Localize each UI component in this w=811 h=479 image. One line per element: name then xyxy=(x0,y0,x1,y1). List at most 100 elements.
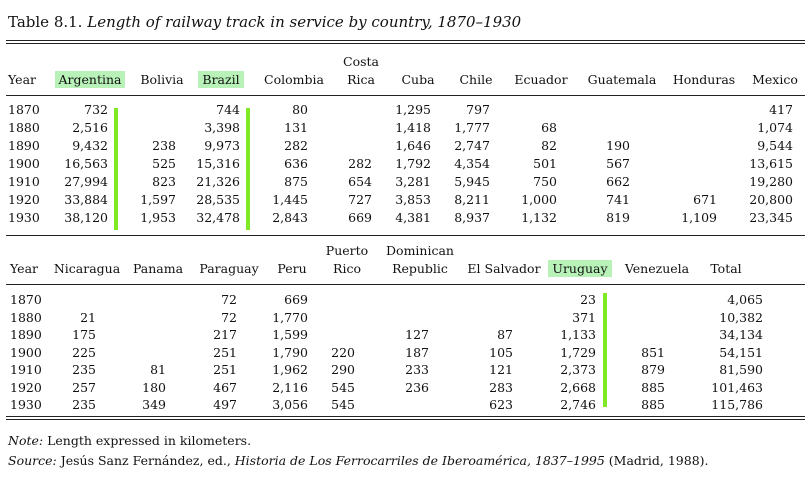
table-cell: 671 xyxy=(693,192,717,207)
column-header: Mexico xyxy=(715,73,811,87)
table2-header-rule xyxy=(6,284,805,285)
row-year: 1930 xyxy=(10,397,42,412)
table-cell: 235 xyxy=(72,362,96,377)
column-header: Puerto xyxy=(287,244,407,258)
table-cell: 217 xyxy=(213,327,237,342)
table-cell: 2,746 xyxy=(560,397,596,412)
table-cell: 236 xyxy=(405,379,429,395)
table-cell: 654 xyxy=(348,174,372,189)
top-rule-double xyxy=(6,43,805,44)
table-cell: 669 xyxy=(284,292,308,307)
column-header: Bolivia xyxy=(102,73,222,87)
column-header-label: Puerto xyxy=(325,243,369,258)
table-cell: 1,953 xyxy=(140,210,176,225)
table-cell: 220 xyxy=(331,344,355,360)
top-rule xyxy=(6,40,805,41)
column-header-label: Republic xyxy=(392,261,448,276)
table-cell: 34,134 xyxy=(719,327,763,342)
table-cell: 180 xyxy=(142,379,166,395)
table-cell: 38,120 xyxy=(64,210,108,225)
table-cell: 23,345 xyxy=(749,210,793,225)
table-cell: 27,994 xyxy=(64,174,108,189)
row-year: 1880 xyxy=(10,309,42,325)
table-cell: 3,281 xyxy=(395,174,431,189)
table-cell: 2,516 xyxy=(72,120,108,135)
table-cell: 72 xyxy=(221,309,237,325)
table-cell: 545 xyxy=(331,397,355,412)
column-header: Nicaragua xyxy=(27,262,147,276)
table-cell: 467 xyxy=(213,379,237,395)
column-header-label: Bolivia xyxy=(140,72,184,87)
table-cell: 282 xyxy=(348,156,372,171)
table-cell: 251 xyxy=(213,362,237,377)
table-cell: 1,729 xyxy=(560,344,596,360)
table-cell: 121 xyxy=(489,362,513,377)
column-header-label: Paraguay xyxy=(199,261,259,276)
table-cell: 1,132 xyxy=(521,210,557,225)
table-cell: 662 xyxy=(606,174,630,189)
table-cell: 819 xyxy=(606,210,630,225)
column-header: Venezuela xyxy=(597,262,717,276)
column-header-label: Honduras xyxy=(672,72,736,87)
table-cell: 32,478 xyxy=(196,210,240,225)
column-header-label: Venezuela xyxy=(624,261,690,276)
table-cell: 72 xyxy=(221,292,237,307)
column-header-label: Rica xyxy=(347,72,375,87)
table-cell: 8,211 xyxy=(454,192,490,207)
table-cell: 1,777 xyxy=(454,120,490,135)
table-cell: 175 xyxy=(72,327,96,342)
table-cell: 1,445 xyxy=(272,192,308,207)
column-header-label: Argentina xyxy=(54,71,126,88)
table-cell: 101,463 xyxy=(711,379,763,395)
table-cell: 54,151 xyxy=(719,344,763,360)
table-cell: 1,074 xyxy=(757,120,793,135)
table-cell: 105 xyxy=(489,344,513,360)
table-cell: 4,065 xyxy=(727,292,763,307)
column-header: Guatemala xyxy=(562,73,682,87)
table-cell: 3,398 xyxy=(204,120,240,135)
column-header-label: Dominican xyxy=(386,243,454,258)
column-header-label: Guatemala xyxy=(587,72,657,87)
table-cell: 233 xyxy=(405,362,429,377)
table-cell: 283 xyxy=(489,379,513,395)
table-cell: 82 xyxy=(541,138,557,153)
table-cell: 1,000 xyxy=(521,192,557,207)
column-header: El Salvador xyxy=(444,262,564,276)
row-year: 1870 xyxy=(8,102,40,117)
table-cell: 879 xyxy=(641,362,665,377)
table-cell: 19,280 xyxy=(749,174,793,189)
column-header-label: Chile xyxy=(459,72,493,87)
table-cell: 16,563 xyxy=(64,156,108,171)
table-cell: 875 xyxy=(284,174,308,189)
column-highlight-bar xyxy=(603,293,607,407)
source-tail: (Madrid, 1988). xyxy=(604,453,709,468)
column-header-label: Cuba xyxy=(401,72,435,87)
table-cell: 669 xyxy=(348,210,372,225)
table-cell: 885 xyxy=(641,379,665,395)
column-header: Honduras xyxy=(644,73,764,87)
column-header: Rica xyxy=(301,73,421,87)
table-cell: 190 xyxy=(606,138,630,153)
column-header-label: Total xyxy=(710,261,742,276)
table-cell: 744 xyxy=(216,102,240,117)
column-highlight-bar xyxy=(114,108,118,230)
table-note: Note: Length expressed in kilometers. xyxy=(8,433,251,448)
table-cell: 1,418 xyxy=(395,120,431,135)
table-cell: 741 xyxy=(606,192,630,207)
table-cell: 9,973 xyxy=(204,138,240,153)
table-cell: 417 xyxy=(769,102,793,117)
column-header-label: El Salvador xyxy=(467,261,541,276)
table-cell: 545 xyxy=(331,379,355,395)
table-source: Source: Jesús Sanz Fernández, ed., Histo… xyxy=(8,453,709,468)
column-header: Total xyxy=(666,262,786,276)
column-header: Ecuador xyxy=(481,73,601,87)
table-cell: 251 xyxy=(213,344,237,360)
column-header-label: Ecuador xyxy=(514,72,568,87)
table-cell: 131 xyxy=(284,120,308,135)
table-cell: 225 xyxy=(72,344,96,360)
row-year: 1870 xyxy=(10,292,42,307)
table-cell: 13,615 xyxy=(749,156,793,171)
table-cell: 1,109 xyxy=(681,210,717,225)
table-cell: 1,646 xyxy=(395,138,431,153)
table-cell: 68 xyxy=(541,120,557,135)
